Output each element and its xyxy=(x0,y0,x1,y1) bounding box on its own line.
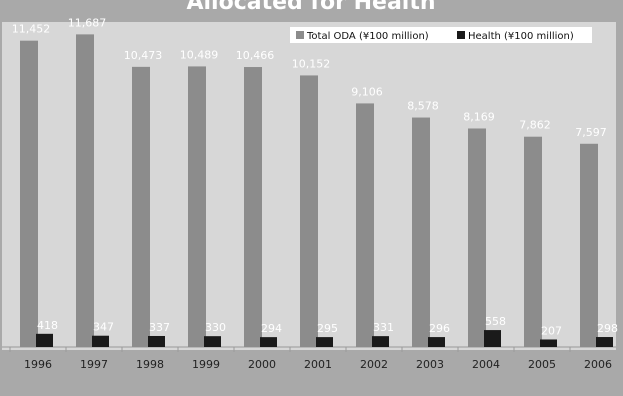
data-label-total-oda-2003: 8,578 xyxy=(407,100,439,113)
bar-health-2001 xyxy=(316,337,333,347)
data-label-health-2005: 207 xyxy=(541,324,562,337)
bar-total-oda-1996 xyxy=(20,40,38,348)
series-health xyxy=(36,330,613,347)
bar-health-1998 xyxy=(148,335,165,347)
bar-health-1999 xyxy=(204,336,221,347)
data-label-health-1997: 347 xyxy=(93,321,114,334)
data-label-total-oda-1996: 11,452 xyxy=(12,23,51,36)
data-label-health-2006: 298 xyxy=(597,322,618,335)
data-label-total-oda-2000: 10,466 xyxy=(236,49,275,62)
legend-background xyxy=(290,27,592,43)
data-label-health-1999: 330 xyxy=(205,321,226,334)
data-label-total-oda-1999: 10,489 xyxy=(180,48,219,61)
x-tick-label-2004: 2004 xyxy=(472,358,500,371)
data-label-health-2000: 294 xyxy=(261,322,282,335)
series-total-oda xyxy=(20,34,598,348)
data-label-health-2004: 558 xyxy=(485,315,506,328)
data-label-total-oda-2005: 7,862 xyxy=(519,119,551,132)
data-labels-total-oda: 11,452 11,687 10,473 10,489 10,466 10,152 9,10… xyxy=(12,16,607,138)
bar-total-oda-2005 xyxy=(524,136,542,347)
bar-total-oda-2002 xyxy=(356,103,374,348)
data-label-health-2003: 296 xyxy=(429,322,450,335)
x-tick-label-2005: 2005 xyxy=(528,358,556,371)
bar-total-oda-2003 xyxy=(412,117,430,347)
bar-health-2006 xyxy=(596,337,613,347)
legend-swatch-total-oda xyxy=(296,31,304,39)
x-axis-ticks: 1996 1997 1998 1999 2000 2001 2002 2003 2004 2005… xyxy=(9,347,612,371)
data-label-health-2002: 331 xyxy=(373,321,394,334)
bar-total-oda-1998 xyxy=(132,66,150,347)
data-label-health-2001: 295 xyxy=(317,322,338,335)
chart-title: Allocated for Health xyxy=(186,0,435,15)
x-tick-label-1997: 1997 xyxy=(80,358,108,371)
bar-total-oda-2000 xyxy=(244,67,262,348)
bar-health-2002 xyxy=(372,336,389,347)
data-labels-health: 418 347 337 330 294 295 331 296 558 207 298 xyxy=(37,315,618,337)
legend-swatch-health xyxy=(457,31,465,39)
bar-health-2000 xyxy=(260,337,277,347)
bar-total-oda-2001 xyxy=(300,75,318,348)
x-tick-label-1996: 1996 xyxy=(24,358,52,371)
legend-label-health: Health (¥100 million) xyxy=(468,31,574,42)
bar-health-1997 xyxy=(92,335,109,347)
bar-health-2005 xyxy=(540,339,557,347)
data-label-health-1998: 337 xyxy=(149,321,170,334)
bar-total-oda-2004 xyxy=(468,128,486,347)
x-tick-label-2006: 2006 xyxy=(584,358,612,371)
x-tick-label-2002: 2002 xyxy=(360,358,388,371)
x-tick-label-1999: 1999 xyxy=(192,358,220,371)
bar-total-oda-2006 xyxy=(580,143,598,347)
data-label-health-1996: 418 xyxy=(37,319,58,332)
legend-label-total-oda: Total ODA (¥100 million) xyxy=(306,31,429,42)
data-label-total-oda-2006: 7,597 xyxy=(575,126,607,139)
x-tick-label-1998: 1998 xyxy=(136,358,164,371)
bar-health-1996 xyxy=(36,333,53,347)
data-label-total-oda-2001: 10,152 xyxy=(292,57,331,70)
legend: Total ODA (¥100 million) Health (¥100 mi… xyxy=(290,27,592,43)
x-tick-label-2000: 2000 xyxy=(248,358,276,371)
bar-health-2004 xyxy=(484,330,501,347)
data-label-total-oda-2002: 9,106 xyxy=(351,85,383,98)
bar-total-oda-1997 xyxy=(76,34,94,348)
bar-total-oda-1999 xyxy=(188,66,206,347)
data-label-total-oda-1998: 10,473 xyxy=(124,49,163,62)
data-label-total-oda-1997: 11,687 xyxy=(68,16,107,29)
x-tick-label-2001: 2001 xyxy=(304,358,332,371)
x-tick-label-2003: 2003 xyxy=(416,358,444,371)
bar-health-2003 xyxy=(428,337,445,347)
data-label-total-oda-2004: 8,169 xyxy=(463,110,495,123)
